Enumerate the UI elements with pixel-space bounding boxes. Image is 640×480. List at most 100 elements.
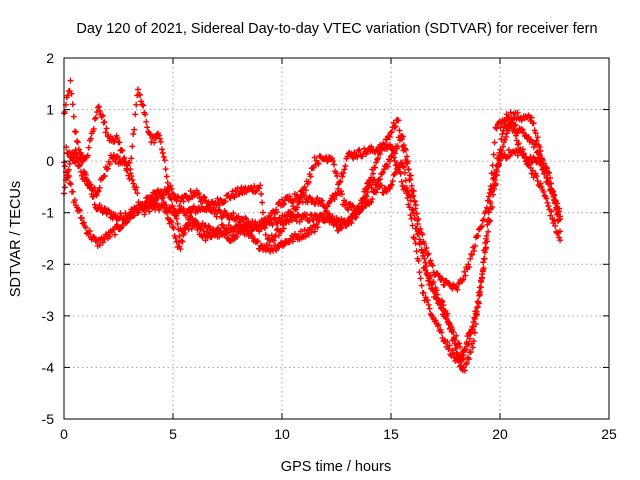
data-point-C	[143, 118, 150, 125]
data-point-B	[438, 329, 445, 336]
data-point-C	[135, 86, 142, 93]
data-point-C	[156, 132, 162, 139]
data-point-D	[479, 271, 486, 278]
data-point-D	[245, 222, 252, 229]
plot-frame	[63, 57, 610, 420]
data-point-D	[188, 209, 195, 216]
data-point-C	[386, 133, 393, 140]
data-point-C	[485, 193, 492, 200]
data-point-C	[176, 202, 183, 209]
data-point-C	[151, 139, 158, 146]
data-point-D	[438, 305, 445, 312]
data-point-D	[415, 230, 422, 237]
data-point-C	[138, 98, 145, 105]
data-point-A	[305, 218, 312, 224]
data-point-B	[413, 248, 420, 255]
data-point-C	[429, 262, 436, 269]
data-point-B	[241, 231, 248, 238]
data-point-B	[408, 215, 415, 222]
data-point-D	[389, 178, 396, 185]
data-point-C	[286, 193, 293, 200]
data-point-D	[360, 196, 367, 203]
data-point-A	[252, 189, 259, 195]
data-point-A	[102, 206, 109, 213]
data-point-B	[409, 222, 416, 229]
data-point-C	[390, 120, 397, 126]
data-point-D	[206, 229, 213, 236]
x-tick-label: 0	[60, 426, 68, 442]
y-tick-label: 2	[46, 50, 54, 66]
data-point-A	[298, 216, 305, 223]
data-point-D	[422, 259, 429, 266]
data-point-D	[77, 161, 83, 168]
data-point-D	[72, 159, 79, 166]
data-point-B	[514, 152, 521, 159]
data-point-D	[433, 295, 440, 301]
data-point-A	[514, 109, 521, 116]
data-point-D	[400, 164, 407, 171]
data-point-C	[95, 103, 102, 110]
data-point-B	[533, 173, 540, 180]
data-point-B	[426, 305, 433, 312]
data-point-A	[260, 209, 266, 216]
data-point-D	[497, 146, 504, 153]
data-point-A	[536, 143, 543, 150]
data-point-B	[544, 199, 551, 206]
data-point-B	[444, 338, 451, 345]
data-point-C	[92, 114, 99, 121]
data-point-D	[114, 153, 121, 160]
data-point-C	[276, 199, 282, 206]
data-point-D	[544, 165, 551, 172]
data-point-A	[72, 129, 79, 135]
data-point-C	[315, 160, 322, 167]
data-point-D	[537, 151, 543, 158]
data-point-D	[427, 278, 434, 285]
data-point-B	[62, 163, 68, 170]
data-point-D	[160, 199, 167, 206]
data-point-A	[288, 217, 295, 224]
y-tick-label: -2	[42, 256, 55, 272]
data-point-D	[338, 224, 345, 231]
data-point-A	[503, 111, 510, 118]
data-point-D	[468, 326, 475, 333]
data-point-B	[256, 246, 263, 253]
data-point-B	[417, 275, 424, 282]
data-point-D	[91, 185, 98, 192]
data-point-C	[168, 185, 175, 192]
data-point-C	[370, 170, 377, 177]
data-point-B	[355, 147, 362, 154]
data-point-A	[259, 199, 266, 206]
data-point-A	[489, 162, 496, 169]
data-point-B	[356, 146, 363, 153]
data-point-D	[512, 122, 519, 128]
data-point-C	[381, 141, 387, 148]
data-point-D	[541, 160, 547, 167]
data-point-A	[112, 211, 119, 218]
data-point-D	[548, 180, 555, 187]
data-point-D	[301, 192, 308, 199]
data-point-A	[530, 120, 537, 127]
data-point-B	[76, 207, 83, 214]
data-point-D	[462, 346, 469, 353]
data-point-C	[114, 135, 121, 142]
data-point-C	[425, 250, 432, 257]
data-point-D	[129, 177, 136, 183]
data-point-D	[153, 194, 159, 201]
data-point-D	[225, 222, 232, 229]
data-point-D	[162, 204, 169, 211]
data-point-C	[379, 145, 385, 152]
data-point-A	[146, 208, 153, 215]
data-point-B	[460, 364, 467, 371]
data-point-A	[534, 134, 541, 141]
data-point-D	[392, 169, 399, 176]
data-point-D	[168, 219, 175, 226]
data-point-C	[158, 146, 165, 153]
data-point-D	[473, 312, 480, 319]
data-point-B	[106, 233, 113, 240]
data-point-D	[458, 358, 465, 364]
data-point-B	[418, 282, 425, 289]
data-point-D	[467, 329, 474, 336]
data-point-D	[445, 321, 452, 328]
data-point-B	[170, 208, 177, 215]
data-point-D	[477, 288, 484, 295]
